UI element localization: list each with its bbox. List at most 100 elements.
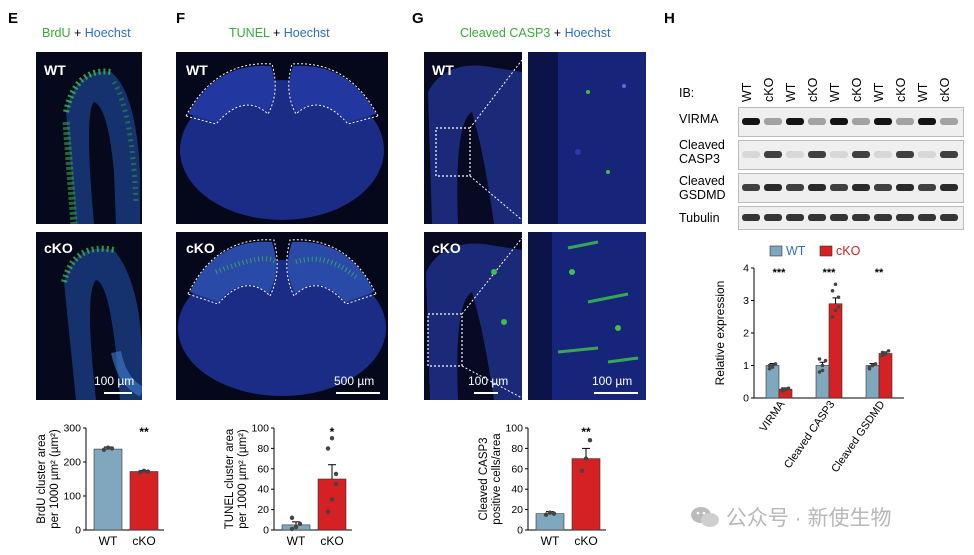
blot-band — [742, 118, 760, 125]
bar — [317, 478, 347, 531]
blot-band — [940, 118, 958, 125]
bar — [828, 303, 843, 399]
x-tick-label: cKO — [574, 534, 597, 548]
blot-band — [896, 118, 914, 125]
blot-band — [764, 151, 782, 158]
data-point — [297, 521, 303, 527]
watermark-text: 公众号 · 新使生物 — [725, 507, 892, 530]
data-point — [867, 365, 872, 369]
lane-label: cKO — [806, 77, 820, 102]
y-tick-label: 80 — [511, 443, 523, 455]
y-tick-label: 100 — [63, 491, 81, 503]
data-point — [767, 363, 772, 368]
panel-title-f: TUNEL + Hoechst — [229, 26, 330, 40]
data-point — [786, 386, 791, 391]
blot-band — [896, 184, 914, 191]
data-point — [830, 314, 835, 319]
blot-band — [918, 184, 936, 191]
data-point — [333, 471, 339, 477]
y-axis-label: positive cells/area — [491, 433, 503, 525]
data-point — [109, 446, 115, 451]
plus-sign: + — [550, 26, 565, 40]
data-point — [551, 511, 557, 516]
blot-band — [808, 184, 826, 191]
scale-bar — [104, 392, 132, 394]
y-tick-label: 1 — [743, 360, 749, 372]
data-point — [767, 366, 772, 371]
x-tick-label: VIRMA — [758, 398, 788, 434]
legend-label: cKO — [836, 244, 861, 258]
x-tick-label: Cleaved GSDMD — [829, 399, 887, 475]
lane-label: WT — [828, 82, 842, 102]
y-tick-label: 0 — [517, 525, 523, 537]
micrograph-f-wt: WT — [176, 52, 388, 224]
blot-band — [852, 214, 870, 221]
data-point — [770, 365, 775, 369]
micrograph-g-cko-zoom: 100 µm — [528, 232, 646, 400]
blot-band — [940, 214, 958, 221]
x-tick-label: Cleaved CASP3 — [782, 399, 837, 471]
data-point — [579, 468, 585, 474]
blot-band — [764, 214, 782, 221]
y-tick-label: 200 — [63, 457, 81, 469]
blot-band — [940, 184, 958, 191]
micrograph-g-wt-zoom — [528, 52, 646, 224]
data-point — [329, 497, 335, 502]
y-tick-label: 2 — [743, 328, 749, 340]
blot-band — [764, 184, 782, 191]
y-axis-label: per 1000 µm² (µm²) — [49, 429, 61, 529]
data-point — [289, 526, 295, 532]
blot-band — [874, 214, 892, 221]
data-point — [101, 447, 107, 452]
panel-letter-e: E — [8, 10, 19, 27]
y-tick-label: 40 — [257, 484, 269, 496]
scale-bar-label: 100 µm — [592, 374, 633, 388]
watermark: 公众号 · 新使生物 — [690, 502, 892, 532]
scale-bar-label: 100 µm — [468, 374, 509, 388]
bar — [571, 458, 601, 531]
data-point — [325, 509, 331, 514]
data-point — [870, 363, 875, 368]
y-tick-label: 60 — [257, 463, 269, 475]
plus-sign: + — [70, 26, 85, 40]
y-axis-label: Cleaved CASP3 — [478, 437, 490, 520]
y-tick-label: 20 — [511, 504, 523, 516]
label-cko: cKO — [432, 240, 461, 256]
x-tick-label: cKO — [320, 534, 343, 548]
blot-band — [830, 184, 848, 191]
blot-band — [830, 214, 848, 221]
blot-band — [830, 118, 848, 125]
data-point — [833, 308, 838, 313]
y-tick-label: 100 — [251, 423, 269, 435]
data-point — [325, 446, 331, 451]
micrograph-g-cko: cKO 100 µm — [424, 232, 522, 400]
bar — [878, 353, 893, 399]
y-tick-label: 4 — [743, 263, 749, 275]
blot-band — [786, 214, 804, 221]
hoechst-label: Hoechst — [84, 26, 131, 40]
data-point — [880, 353, 885, 358]
panel-letter-h: H — [664, 10, 675, 27]
chart-e-brdu: 0 100 200 300 WT cKO ** BrdU cluster area per 10… — [36, 423, 164, 548]
scale-bar-label: 100 µm — [94, 374, 135, 388]
plus-sign: + — [269, 26, 284, 40]
significance-marker: ** — [139, 425, 149, 439]
y-tick-label: 0 — [743, 393, 749, 405]
y-tick-label: 100 — [505, 423, 523, 435]
blot-band — [874, 118, 892, 125]
blot-band — [742, 214, 760, 221]
y-tick-label: 20 — [257, 504, 269, 516]
row-label-virma: VIRMA — [679, 112, 719, 126]
label-wt: WT — [44, 62, 66, 78]
blot-band — [808, 118, 826, 125]
micrograph-f-cko: cKO 500 µm — [176, 232, 388, 400]
data-point — [820, 363, 825, 368]
scale-bar — [336, 392, 380, 394]
data-point — [780, 387, 785, 391]
panel-letter-g: G — [412, 10, 424, 27]
legend-label: WT — [786, 244, 806, 258]
hoechst-label: Hoechst — [283, 26, 330, 40]
scale-bar — [594, 392, 638, 394]
blot-band — [830, 151, 848, 158]
data-point — [823, 358, 828, 363]
